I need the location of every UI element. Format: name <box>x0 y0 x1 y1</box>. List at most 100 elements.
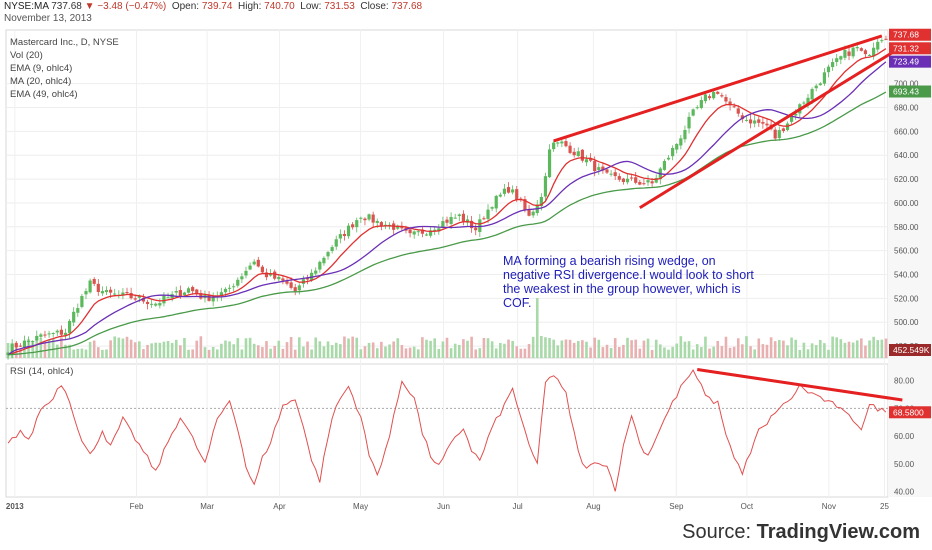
candle-body <box>502 188 507 194</box>
rsi-legend: RSI (14, ohlc4) <box>10 366 74 377</box>
volume-bar <box>285 342 289 358</box>
candle-body <box>445 219 449 223</box>
volume-bar <box>613 338 617 358</box>
volume-bar <box>191 349 194 358</box>
volume-bar <box>761 344 765 358</box>
candle-body <box>511 189 515 193</box>
time-tick-label: 25 <box>880 502 889 511</box>
time-tick-label: Feb <box>130 502 144 511</box>
candle-body <box>232 286 236 288</box>
volume-bar <box>638 348 642 358</box>
volume-bar <box>786 345 789 358</box>
candle-body <box>18 345 22 347</box>
volume-bar <box>827 349 830 358</box>
candle-body <box>831 62 835 68</box>
volume-bar <box>215 349 219 358</box>
candle-body <box>100 291 105 294</box>
volume-bar <box>449 348 453 358</box>
candle-body <box>568 145 572 153</box>
volume-bar <box>166 341 170 358</box>
candle-body <box>470 220 474 229</box>
candle-body <box>141 297 146 302</box>
volume-bar <box>741 344 744 358</box>
volume-bar <box>154 342 158 358</box>
volume-bar <box>371 342 375 358</box>
candle-body <box>236 279 240 286</box>
volume-bar <box>384 346 387 358</box>
candle-body <box>248 265 252 270</box>
candle-body <box>285 281 289 284</box>
volume-bar <box>560 340 564 358</box>
candle-body <box>699 100 703 109</box>
volume-bar <box>453 343 457 358</box>
volume-bar <box>117 337 121 358</box>
candle-body <box>428 230 433 236</box>
candle-body <box>478 219 482 232</box>
volume-bar <box>708 348 711 358</box>
candle-body <box>761 122 765 124</box>
volume-bar <box>421 337 424 358</box>
volume-bar <box>39 337 43 358</box>
candle-body <box>273 271 277 279</box>
volume-bar <box>179 345 182 358</box>
candle-body <box>818 83 822 86</box>
candle-body <box>584 159 589 163</box>
badge-ema49: 693.43 <box>889 85 931 98</box>
volume-bar <box>597 339 601 358</box>
candle-body <box>835 58 839 63</box>
volume-bar <box>531 336 535 358</box>
source-prefix: Source: <box>682 521 757 543</box>
volume-bar <box>855 340 859 358</box>
volume-bar <box>675 343 679 358</box>
candle-body <box>437 228 441 232</box>
candle-body <box>47 333 51 335</box>
candle-body <box>396 225 400 229</box>
volume-bar <box>609 348 613 358</box>
candle-body <box>638 181 642 185</box>
wedge-lower-trendline <box>639 50 895 209</box>
volume-bar <box>183 338 186 358</box>
volume-bar <box>535 298 539 358</box>
candle-body <box>182 292 187 296</box>
rsi-tick-label: 80.00 <box>894 377 915 386</box>
legend-title: Mastercard Inc., D, NYSE <box>10 37 119 48</box>
volume-bar <box>691 349 695 358</box>
volume-bar <box>228 341 231 358</box>
volume-bar <box>798 349 802 358</box>
volume-bar <box>470 336 473 358</box>
volume-bar <box>589 347 592 358</box>
volume-bar <box>650 349 654 358</box>
candle-body <box>252 261 256 265</box>
volume-bar <box>138 341 141 358</box>
candle-body <box>876 41 880 50</box>
legend-vol: Vol (20) <box>10 50 43 61</box>
volume-bar <box>486 338 490 358</box>
candle-body <box>133 298 137 300</box>
volume-bar <box>429 340 432 358</box>
volume-bar <box>511 340 514 358</box>
volume-bar <box>544 337 547 358</box>
candle-body <box>859 48 863 51</box>
candle-body <box>732 106 736 108</box>
candle-body <box>351 224 355 228</box>
candle-body <box>195 289 199 295</box>
volume-bar <box>523 348 527 358</box>
volume-bar <box>92 340 96 358</box>
volume-bar <box>269 348 272 358</box>
volume-bar <box>273 345 277 358</box>
badge-last-price: 737.68 <box>889 28 931 41</box>
volume-bar <box>478 348 482 358</box>
volume-bar <box>634 339 638 358</box>
candle-body <box>810 89 814 100</box>
volume-bar <box>794 339 797 358</box>
candle-body <box>408 229 412 234</box>
volume-bar <box>105 349 108 358</box>
volume-bar <box>749 346 752 358</box>
price-tick-label: 700.00 <box>894 80 919 89</box>
volume-bar <box>490 341 494 358</box>
candle-body <box>22 340 27 348</box>
candle-body <box>867 54 872 56</box>
volume-bar <box>27 339 30 358</box>
volume-bar <box>732 346 736 358</box>
